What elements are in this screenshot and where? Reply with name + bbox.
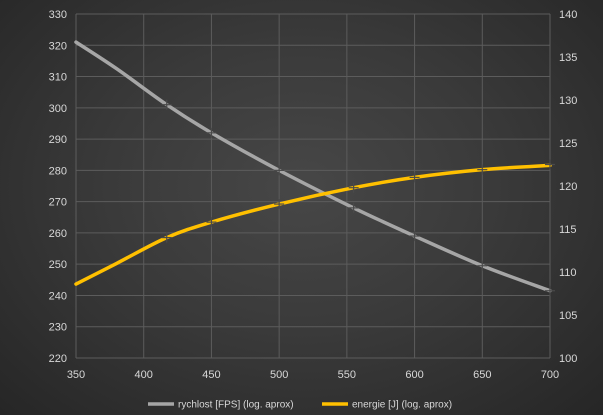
y-tick-label: 250 xyxy=(49,259,67,271)
x-tick-label: 350 xyxy=(67,369,85,381)
x-tick-label: 600 xyxy=(405,369,423,381)
legend-label-1: energie [J] (log. aprox) xyxy=(352,400,452,411)
x-tick-label: 400 xyxy=(135,369,153,381)
y-tick-label: 320 xyxy=(49,40,67,52)
data-point-marker xyxy=(274,199,285,210)
gridlines xyxy=(75,13,551,359)
y-tick-label: 240 xyxy=(49,290,67,302)
y-tick-label: 230 xyxy=(49,322,67,334)
data-point-marker xyxy=(206,217,217,228)
y2-tick-label: 125 xyxy=(559,138,577,150)
data-point-marker xyxy=(348,202,359,213)
y-tick-label: 220 xyxy=(49,353,67,365)
legend: rychlost [FPS] (log. aprox) energie [J] (… xyxy=(148,400,452,411)
y-tick-label: 310 xyxy=(49,72,67,84)
data-point-marker xyxy=(477,164,488,175)
data-point-marker xyxy=(409,172,420,183)
data-point-marker xyxy=(348,182,359,193)
y2-tick-label: 120 xyxy=(559,181,577,193)
x-tick-label: 500 xyxy=(270,369,288,381)
y2-tick-label: 140 xyxy=(559,9,577,21)
data-markers xyxy=(161,99,555,296)
y2-tick-label: 100 xyxy=(559,353,577,365)
y-tick-label: 290 xyxy=(49,134,67,146)
data-point-marker xyxy=(161,232,172,243)
y-tick-label: 300 xyxy=(49,103,67,115)
y-tick-label: 260 xyxy=(49,228,67,240)
data-point-marker xyxy=(409,231,420,242)
legend-label-0: rychlost [FPS] (log. aprox) xyxy=(178,400,294,411)
y-tick-label: 270 xyxy=(49,197,67,209)
y-tick-label: 280 xyxy=(49,165,67,177)
series-lines xyxy=(74,40,552,293)
y2-tick-label: 110 xyxy=(559,267,577,279)
data-point-marker xyxy=(274,165,285,176)
data-point-marker xyxy=(545,159,555,170)
axis-tick-labels: 350 400 450 500 550 600 650 700 220 230 240 250 260 2… xyxy=(49,9,578,381)
series-line-0 xyxy=(74,40,552,293)
data-point-marker xyxy=(477,260,488,271)
y2-tick-label: 135 xyxy=(559,52,577,64)
data-point-marker xyxy=(206,127,217,138)
y2-tick-label: 115 xyxy=(559,224,577,236)
y2-tick-label: 130 xyxy=(559,95,577,107)
x-tick-label: 550 xyxy=(338,369,356,381)
y-tick-label: 330 xyxy=(49,9,67,21)
x-tick-label: 450 xyxy=(202,369,220,381)
data-point-marker xyxy=(161,99,172,110)
data-point-marker xyxy=(545,285,555,296)
x-tick-label: 700 xyxy=(541,369,559,381)
y2-tick-label: 105 xyxy=(559,310,577,322)
x-tick-label: 650 xyxy=(473,369,491,381)
